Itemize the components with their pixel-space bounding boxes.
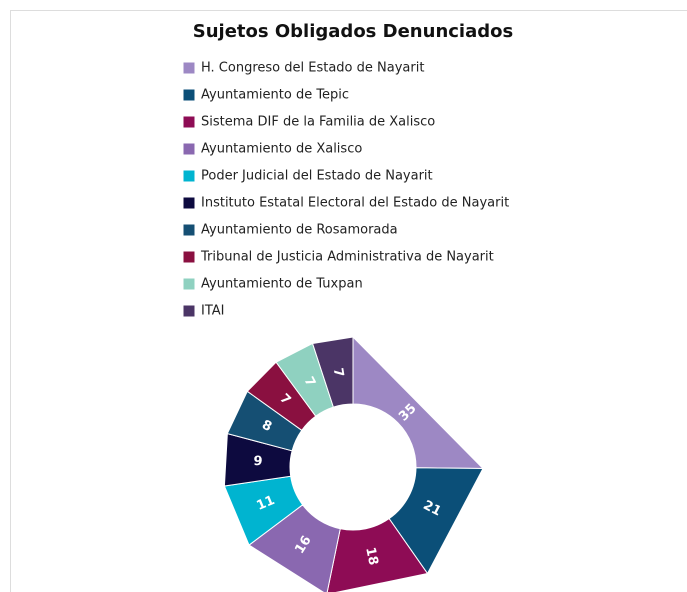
legend-label: Sistema DIF de la Familia de Xalisco bbox=[201, 115, 435, 130]
slice bbox=[352, 335, 485, 469]
legend-label: ITAI bbox=[201, 304, 225, 319]
data-label: 21 bbox=[420, 498, 443, 520]
chart-title: Sujetos Obligados Denunciados bbox=[193, 21, 513, 42]
legend-swatch bbox=[182, 223, 196, 237]
data-label: 18 bbox=[362, 546, 380, 567]
legend-swatch bbox=[182, 142, 196, 156]
legend-swatch bbox=[182, 250, 196, 264]
legend-label: Poder Judicial del Estado de Nayarit bbox=[201, 169, 433, 184]
legend-swatch bbox=[182, 88, 196, 102]
legend-label: H. Congreso del Estado de Nayarit bbox=[201, 61, 424, 76]
legend-label: Tribunal de Justicia Administrativa de N… bbox=[200, 250, 494, 265]
legend-swatch bbox=[182, 169, 196, 183]
frame bbox=[10, 10, 687, 592]
data-label: 11 bbox=[255, 493, 277, 514]
legend-swatch bbox=[182, 115, 196, 129]
legend-label: Ayuntamiento de Tuxpan bbox=[201, 277, 363, 292]
legend-label: Ayuntamiento de Rosamorada bbox=[201, 223, 398, 238]
data-label: 9 bbox=[253, 454, 263, 469]
legend-swatch bbox=[182, 61, 196, 75]
legend-swatch bbox=[182, 304, 196, 318]
legend-swatch bbox=[182, 277, 196, 291]
legend-label: Ayuntamiento de Tepic bbox=[201, 88, 349, 103]
legend-swatch bbox=[182, 196, 196, 210]
slice bbox=[311, 336, 354, 408]
legend-label: Instituto Estatal Electoral del Estado d… bbox=[201, 196, 509, 211]
data-label: 7 bbox=[330, 367, 346, 378]
legend-label: Ayuntamiento de Xalisco bbox=[201, 142, 362, 157]
